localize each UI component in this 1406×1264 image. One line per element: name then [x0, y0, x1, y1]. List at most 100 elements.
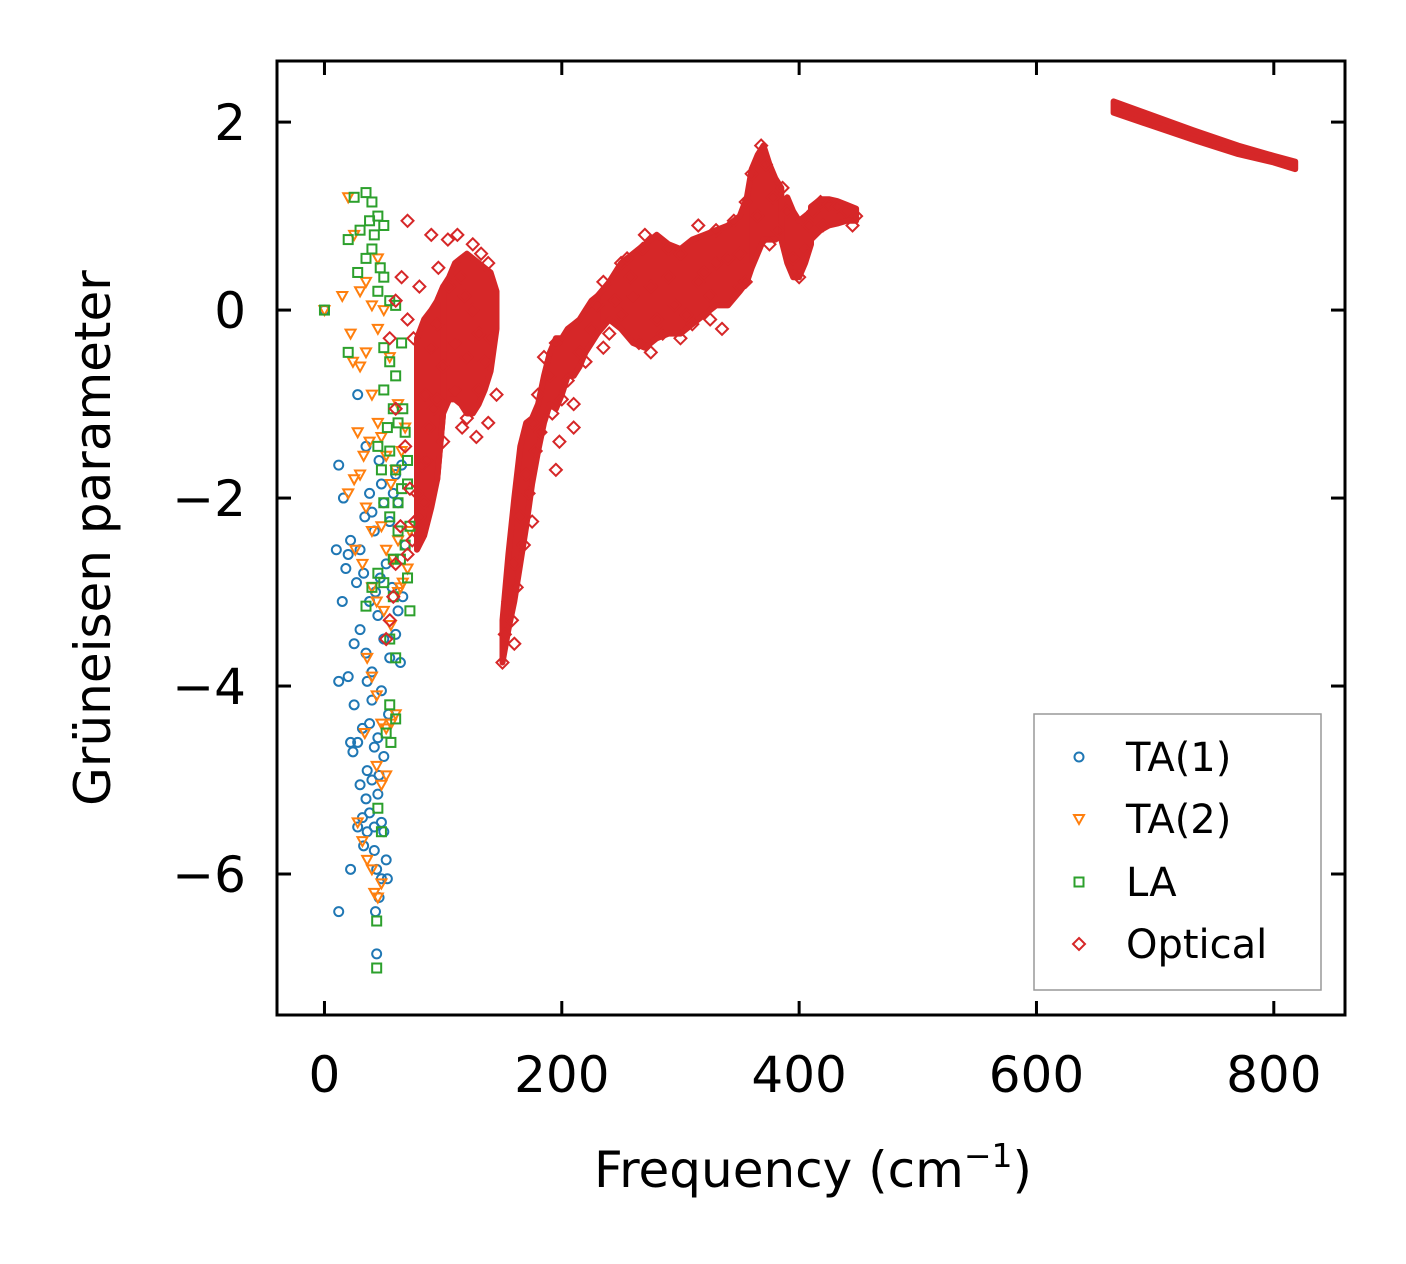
data-point — [390, 299, 402, 311]
data-point — [374, 262, 386, 274]
data-point — [839, 203, 855, 219]
data-point — [371, 253, 385, 266]
data-point — [518, 467, 534, 482]
y-tick-label: 2 — [214, 94, 246, 152]
data-point — [375, 464, 387, 476]
legend-items: TA(1) TA(2) LA Optical — [1071, 735, 1267, 968]
optical-band-1 — [414, 283, 447, 553]
data-point — [506, 556, 522, 572]
data-point — [643, 344, 659, 360]
optical-band-7 — [1110, 98, 1299, 173]
data-point — [342, 346, 354, 358]
data-point — [407, 514, 423, 529]
data-point — [454, 420, 470, 435]
data-point — [419, 453, 434, 468]
x-tick-label: 600 — [989, 1046, 1084, 1104]
data-point — [369, 760, 384, 773]
data-point — [354, 779, 366, 791]
data-point — [775, 180, 790, 196]
data-point — [378, 219, 390, 231]
data-point — [495, 655, 510, 670]
data-point — [371, 323, 385, 336]
data-point — [402, 572, 414, 584]
data-point — [411, 279, 427, 294]
data-point — [423, 340, 439, 356]
data-point — [796, 241, 812, 257]
data-point — [506, 636, 522, 652]
data-point — [384, 652, 396, 664]
data-point — [378, 751, 390, 763]
data-point — [544, 406, 560, 421]
data-point — [369, 690, 384, 703]
data-point — [480, 415, 496, 431]
data-point — [750, 208, 766, 224]
data-point — [394, 269, 410, 285]
data-point — [397, 403, 409, 415]
data-point — [411, 509, 427, 525]
data-point — [400, 213, 415, 229]
data-point — [536, 349, 552, 365]
data-point — [351, 577, 363, 589]
data-point — [372, 788, 384, 800]
data-point — [423, 227, 439, 243]
legend-label: TA(2) — [1125, 797, 1231, 843]
data-point — [374, 431, 389, 445]
data-point — [530, 387, 546, 403]
optical-band-0 — [434, 250, 500, 483]
data-point — [352, 821, 364, 833]
data-point — [385, 736, 397, 748]
legend-item: Optical — [1071, 922, 1267, 968]
data-point — [690, 218, 706, 233]
data-point — [684, 316, 700, 332]
data-point — [459, 349, 475, 365]
data-point — [360, 793, 372, 805]
data-point — [678, 307, 694, 323]
legend-label: Optical — [1126, 922, 1267, 968]
data-point — [342, 234, 354, 246]
data-point — [524, 415, 540, 431]
y-tick-labels: 2 0 −2 −4 −6 — [172, 94, 246, 904]
scatter-points-layer — [317, 138, 864, 974]
data-point — [382, 330, 398, 346]
data-point — [631, 335, 647, 351]
data-point — [785, 250, 801, 266]
data-point — [374, 521, 389, 534]
x-axis-label-main: Frequency (cm — [594, 1141, 964, 1199]
data-point — [348, 544, 363, 557]
data-point — [738, 274, 754, 290]
data-point — [369, 596, 384, 609]
data-point — [392, 417, 404, 429]
data-point — [655, 326, 671, 341]
data-point — [459, 410, 475, 426]
data-point — [366, 196, 378, 208]
data-point — [333, 459, 345, 471]
data-point — [512, 509, 528, 525]
data-point — [753, 138, 769, 154]
data-point — [379, 770, 393, 783]
data-point — [435, 359, 451, 374]
data-point — [696, 265, 712, 280]
data-point — [414, 457, 430, 473]
data-point — [336, 595, 348, 607]
data-point — [397, 438, 413, 454]
data-point — [635, 241, 650, 257]
data-point — [732, 246, 748, 262]
x-axis-label: Frequency (cm−1) — [594, 1136, 1032, 1199]
data-point — [348, 638, 360, 650]
data-point — [483, 330, 499, 346]
data-point — [480, 255, 496, 271]
plot-frame — [275, 59, 1347, 1017]
data-point — [447, 382, 463, 398]
data-point — [353, 286, 367, 299]
data-point — [758, 156, 774, 172]
legend-item: TA(1) — [1073, 735, 1231, 781]
data-point — [497, 626, 513, 642]
data-point — [333, 675, 345, 687]
data-point — [342, 548, 354, 560]
data-point — [690, 274, 706, 290]
data-point — [440, 232, 456, 247]
data-point — [404, 532, 420, 548]
data-point — [447, 335, 463, 351]
legend-item: LA — [1073, 860, 1177, 906]
data-point — [364, 215, 376, 227]
